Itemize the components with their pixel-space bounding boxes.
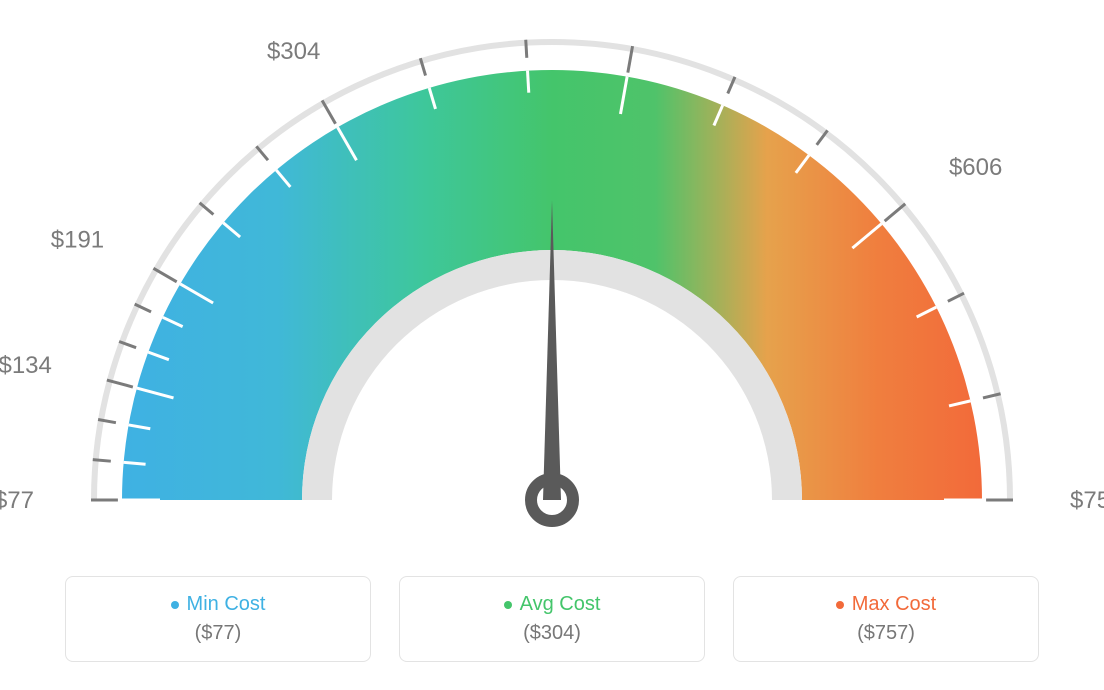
gauge-svg: $77 $134 $191 $304 $455 $606 $757: [0, 0, 1104, 560]
legend-row: Min Cost ($77) Avg Cost ($304) Max Cost …: [65, 576, 1039, 662]
gauge-tick: [528, 71, 529, 93]
dot-icon-max: [836, 601, 844, 609]
legend-title-label: Avg Cost: [520, 593, 601, 616]
legend-title-label: Max Cost: [852, 593, 936, 616]
gauge-tick-label: $304: [267, 38, 320, 65]
gauge-tick-label: $134: [0, 352, 52, 379]
gauge-chart-container: $77 $134 $191 $304 $455 $606 $757 Min Cost ($7…: [0, 0, 1104, 690]
gauge-tick-rim: [885, 204, 906, 221]
gauge-tick-rim: [526, 40, 527, 58]
legend-title-avg: Avg Cost: [504, 593, 601, 616]
legend-title-label: Min Cost: [187, 593, 266, 616]
legend-card-avg: Avg Cost ($304): [399, 576, 705, 662]
dot-icon-avg: [504, 601, 512, 609]
gauge-tick-label: $455: [616, 0, 669, 4]
gauge-tick-label: $757: [1070, 487, 1104, 514]
legend-value-min: ($77): [195, 622, 242, 645]
gauge-tick-rim: [93, 460, 111, 462]
gauge-tick-label: $77: [0, 487, 34, 514]
dot-icon-min: [171, 601, 179, 609]
legend-title-min: Min Cost: [171, 593, 266, 616]
gauge-tick: [124, 462, 146, 464]
legend-value-avg: ($304): [523, 622, 581, 645]
legend-card-max: Max Cost ($757): [733, 576, 1039, 662]
gauge-tick-label: $191: [51, 227, 104, 254]
legend-card-min: Min Cost ($77): [65, 576, 371, 662]
gauge-tick-rim: [153, 268, 176, 282]
gauge-tick-rim: [322, 100, 335, 123]
gauge-area: $77 $134 $191 $304 $455 $606 $757: [0, 0, 1104, 560]
gauge-tick-label: $606: [949, 154, 1002, 181]
legend-title-max: Max Cost: [836, 593, 936, 616]
legend-value-max: ($757): [857, 622, 915, 645]
